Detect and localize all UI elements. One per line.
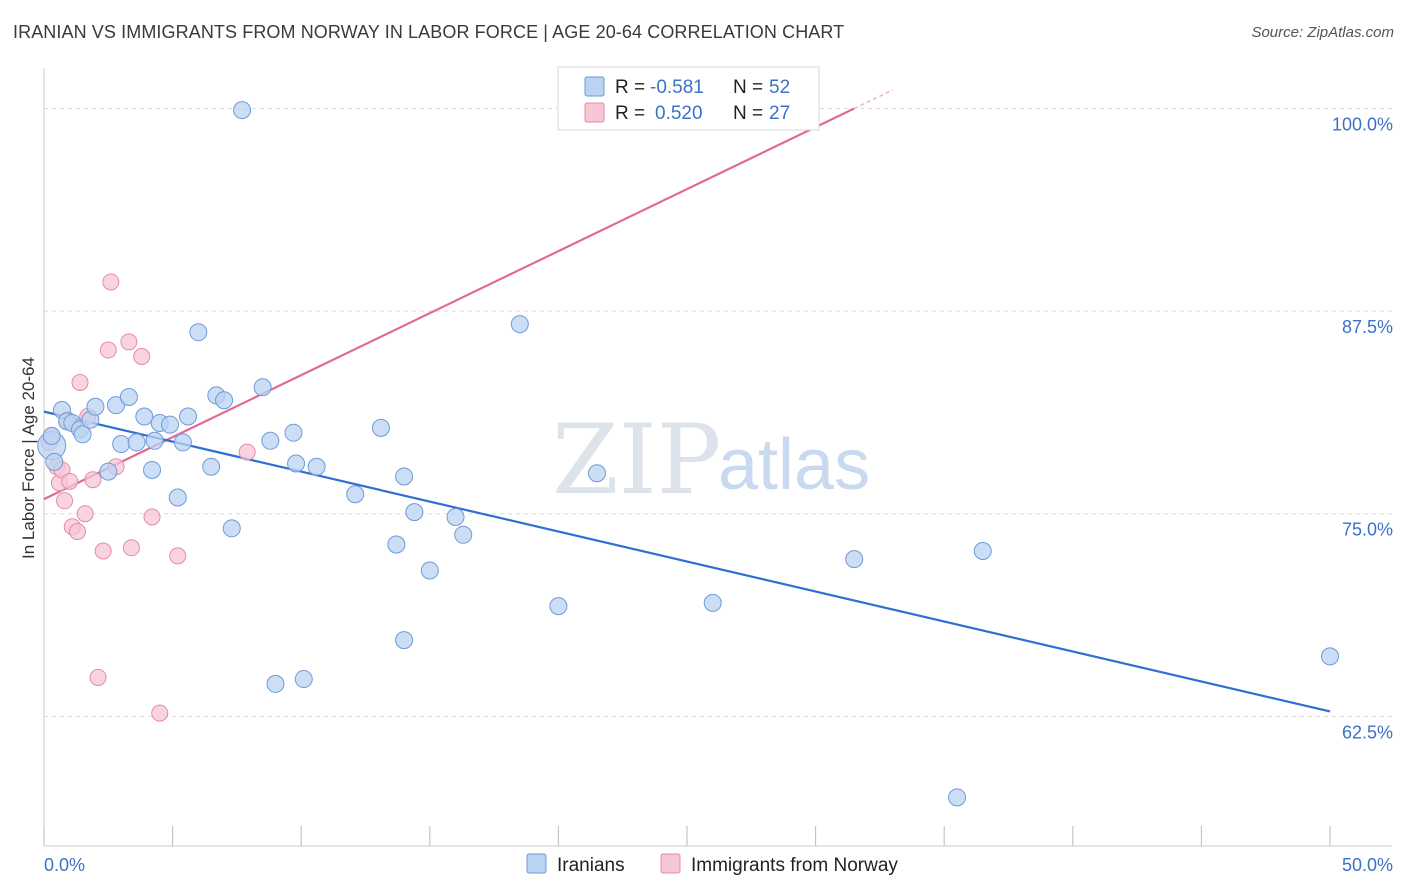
chart-title: IRANIAN VS IMMIGRANTS FROM NORWAY IN LAB…	[13, 22, 845, 42]
iranian-point	[222, 519, 241, 538]
iranian-point	[173, 433, 192, 452]
trendlines	[43, 89, 1331, 713]
watermark-zip: ZIP	[552, 404, 721, 516]
bottom-legend-label-norway: Immigrants from Norway	[691, 855, 898, 876]
iranian-point	[233, 101, 252, 120]
iranian-point	[215, 391, 234, 410]
iranian-point	[446, 507, 465, 526]
iranian-point	[307, 457, 326, 476]
norway-point	[169, 547, 187, 565]
iranian-point	[253, 378, 272, 397]
y-tick-label: 87.5%	[1342, 317, 1393, 337]
iranian-point	[266, 674, 285, 693]
legend-r-value-1: -0.581	[650, 77, 704, 98]
bottom-legend-swatch-iranians	[526, 853, 547, 874]
watermark-atlas: atlas	[718, 425, 870, 505]
iranian-point	[587, 464, 606, 483]
bottom-legend-swatch-norway	[660, 853, 681, 874]
y-tick-label: 75.0%	[1342, 520, 1393, 540]
norway-point	[68, 523, 86, 541]
iranian-point	[549, 597, 568, 616]
iranian-point	[179, 407, 198, 426]
y-tick-labels: 100.0% 87.5% 75.0% 62.5%	[1332, 115, 1393, 743]
x-tick-label: 50.0%	[1342, 855, 1393, 875]
legend-n-value-1: 52	[769, 77, 790, 98]
trendline-norway-extension	[853, 89, 894, 110]
norway-point	[133, 348, 151, 366]
iranian-point	[86, 397, 105, 416]
iranian-point	[420, 561, 439, 580]
series-legend: Iranians Immigrants from Norway	[526, 853, 898, 876]
norway-point	[61, 472, 79, 490]
iranian-point	[168, 488, 187, 507]
iranian-point	[395, 631, 414, 650]
iranian-point	[294, 670, 313, 689]
norway-point	[122, 539, 140, 557]
iranian-point	[161, 415, 180, 434]
iranian-point	[287, 454, 306, 473]
legend-n-label-2: N =	[733, 103, 763, 124]
series-iranians-points	[37, 101, 1339, 807]
norway-point	[89, 668, 107, 686]
iranian-point	[346, 485, 365, 504]
norway-point	[56, 492, 74, 510]
legend-r-label-2: R =	[615, 103, 645, 124]
iranian-point	[387, 535, 406, 554]
iranian-point	[973, 542, 992, 561]
iranian-point	[135, 407, 154, 426]
iranian-point	[112, 435, 131, 454]
iranian-point	[1321, 647, 1339, 666]
iranian-point	[119, 388, 138, 407]
iranian-point	[405, 503, 424, 522]
y-tick-label: 62.5%	[1342, 722, 1393, 742]
trendline-norway	[43, 107, 855, 501]
norway-point	[76, 505, 94, 523]
iranian-point	[42, 426, 61, 445]
norway-point	[238, 443, 256, 461]
iranian-point	[703, 593, 722, 612]
norway-point	[151, 704, 169, 722]
y-tick-label: 100.0%	[1332, 115, 1393, 135]
iranian-point	[143, 460, 162, 479]
legend-n-value-2: 27	[769, 103, 790, 124]
norway-point	[143, 508, 161, 526]
iranian-point	[948, 788, 967, 807]
source-label: Source: ZipAtlas.com	[1251, 24, 1394, 41]
iranian-point	[454, 525, 473, 544]
norway-point	[94, 542, 112, 560]
iranian-point	[202, 457, 221, 476]
norway-point	[84, 471, 102, 489]
iranian-point	[845, 550, 864, 569]
iranian-point	[107, 396, 126, 415]
iranian-point	[145, 431, 164, 450]
x-tick-label: 0.0%	[44, 855, 85, 875]
correlation-legend: R = -0.581 N = 52 R = 0.520 N = 27	[557, 66, 820, 131]
iranian-point	[510, 315, 529, 334]
iranian-point	[73, 425, 92, 444]
trendline-iranians	[43, 410, 1331, 713]
iranian-point	[395, 467, 414, 486]
legend-r-value-2: 0.520	[655, 103, 703, 124]
legend-swatch-iranians	[584, 76, 605, 97]
x-tick-labels: 0.0% 50.0%	[44, 855, 1393, 875]
norway-point	[71, 373, 89, 391]
norway-point	[99, 341, 117, 359]
iranian-point	[284, 423, 303, 442]
iranian-point	[371, 418, 390, 437]
norway-point	[120, 333, 138, 351]
legend-n-label-1: N =	[733, 77, 763, 98]
iranian-point	[189, 323, 208, 342]
iranian-point	[99, 462, 118, 481]
y-axis-label: In Labor Force | Age 20-64	[19, 357, 38, 559]
iranian-point	[45, 452, 64, 471]
legend-r-label-1: R =	[615, 77, 645, 98]
iranian-point	[127, 433, 146, 452]
legend-swatch-norway	[584, 102, 605, 123]
iranian-point	[261, 431, 280, 450]
norway-point	[102, 273, 120, 291]
bottom-legend-label-iranians: Iranians	[557, 855, 625, 876]
